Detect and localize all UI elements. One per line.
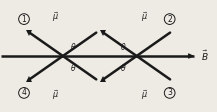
Text: 4: 4 bbox=[21, 88, 26, 97]
Circle shape bbox=[19, 88, 29, 98]
Text: $\theta$: $\theta$ bbox=[120, 41, 126, 52]
Text: $\vec{\mu}$: $\vec{\mu}$ bbox=[52, 88, 59, 102]
Circle shape bbox=[19, 14, 29, 24]
Circle shape bbox=[164, 14, 175, 24]
Text: 2: 2 bbox=[167, 15, 172, 24]
Text: $\theta$: $\theta$ bbox=[70, 41, 77, 52]
Text: 3: 3 bbox=[167, 88, 172, 97]
Text: $\vec{\mu}$: $\vec{\mu}$ bbox=[52, 10, 59, 24]
Text: $\vec{B}$: $\vec{B}$ bbox=[201, 49, 208, 63]
Text: $\vec{\mu}$: $\vec{\mu}$ bbox=[141, 88, 148, 102]
Text: $\theta$: $\theta$ bbox=[70, 62, 77, 73]
Circle shape bbox=[164, 88, 175, 98]
Text: $\theta$: $\theta$ bbox=[120, 62, 126, 73]
Text: $\vec{\mu}$: $\vec{\mu}$ bbox=[141, 10, 148, 24]
Text: 1: 1 bbox=[22, 15, 26, 24]
